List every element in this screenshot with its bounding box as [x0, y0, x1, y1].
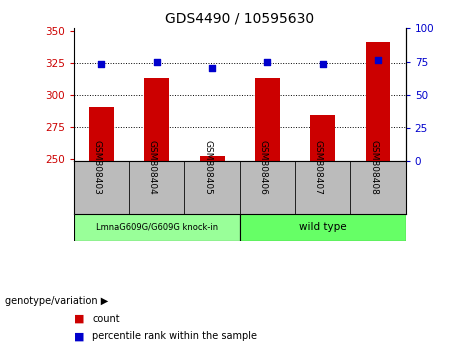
Bar — [129, 161, 184, 214]
Text: LmnaG609G/G609G knock-in: LmnaG609G/G609G knock-in — [96, 223, 218, 232]
Text: GSM808406: GSM808406 — [258, 140, 267, 195]
Bar — [200, 156, 225, 161]
Bar — [74, 161, 129, 214]
Title: GDS4490 / 10595630: GDS4490 / 10595630 — [165, 12, 314, 26]
Text: GSM808404: GSM808404 — [148, 140, 157, 195]
Text: wild type: wild type — [299, 222, 347, 233]
Text: GSM808407: GSM808407 — [313, 140, 323, 195]
Point — [374, 57, 382, 63]
Text: count: count — [92, 314, 120, 324]
Point — [264, 59, 271, 64]
Bar — [184, 161, 240, 214]
Text: ■: ■ — [74, 331, 84, 341]
Bar — [255, 78, 280, 161]
Text: GSM808408: GSM808408 — [369, 140, 378, 195]
Point — [98, 61, 105, 67]
Bar — [310, 115, 335, 161]
Bar — [74, 214, 240, 241]
Bar — [295, 161, 350, 214]
Bar — [144, 78, 169, 161]
Text: percentile rank within the sample: percentile rank within the sample — [92, 331, 257, 341]
Point — [319, 61, 326, 67]
Point — [208, 65, 216, 71]
Text: GSM808403: GSM808403 — [92, 140, 101, 195]
Text: GSM808405: GSM808405 — [203, 140, 212, 195]
Bar — [240, 161, 295, 214]
Bar — [240, 214, 406, 241]
Bar — [89, 108, 114, 161]
Point — [153, 59, 160, 64]
Bar — [366, 42, 390, 161]
Bar — [350, 161, 406, 214]
Text: ■: ■ — [74, 314, 84, 324]
Text: genotype/variation ▶: genotype/variation ▶ — [5, 296, 108, 306]
